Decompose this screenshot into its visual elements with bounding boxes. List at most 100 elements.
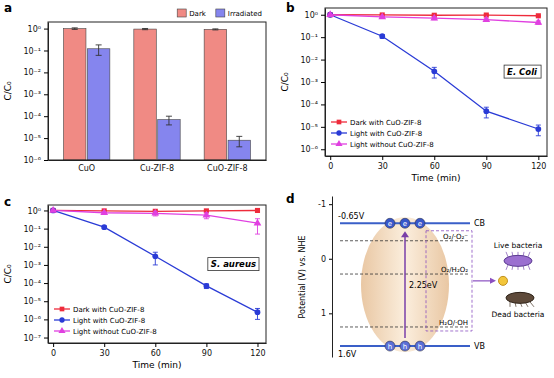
y-tick-label: 10⁻¹: [23, 225, 41, 234]
legend-item: Light with CuO-ZIF-8: [54, 317, 145, 325]
error-bar: [255, 308, 260, 319]
y-tick-label: 10⁻³: [300, 78, 318, 87]
y-tick: 10⁻⁶: [300, 145, 325, 154]
series-line: [330, 15, 538, 129]
legend-item: Light without CuO-ZIF-8: [331, 140, 434, 149]
arrow-head: [401, 231, 409, 237]
x-axis-line: [49, 343, 267, 344]
legend-label: Light without CuO-ZIF-8: [73, 328, 157, 336]
x-axis: 0306090120: [49, 343, 267, 358]
y-tick: 10⁻⁵: [23, 297, 48, 306]
x-tick-label: 60: [430, 162, 440, 171]
carrier: [385, 218, 395, 228]
cb-value: -0.65V: [338, 212, 365, 221]
y-tick-mark: [329, 259, 332, 260]
marker: [326, 10, 334, 17]
x-axis-title: Time (min): [132, 360, 182, 370]
y-tick-label: 10⁻⁵: [300, 123, 318, 132]
panel-label: c: [4, 195, 11, 209]
x-tick-label: 0: [51, 349, 56, 358]
legend-label: Light without CuO-ZIF-8: [350, 141, 434, 149]
plot-frame: [325, 8, 547, 156]
carrier: [415, 218, 425, 228]
carrier: [385, 341, 395, 351]
marker: [203, 211, 211, 218]
y-tick-label: 10⁻³: [23, 261, 41, 270]
annotation-text: S. aureus: [211, 259, 256, 269]
y-tick: 10⁻⁴: [23, 279, 48, 288]
y-tick-label: -1: [318, 200, 326, 209]
y-tick-label: 10⁰: [305, 11, 318, 20]
carrier: [400, 218, 410, 228]
error-bar: [204, 284, 209, 289]
x-tick-mark: [257, 343, 258, 347]
y-tick-mark: [44, 283, 48, 284]
x-tick: 90: [202, 343, 212, 358]
x-tick: 0: [328, 156, 333, 171]
particle: [361, 217, 449, 352]
y-tick-mark: [44, 229, 48, 230]
legend-label: Dark: [189, 10, 207, 18]
y-axis-title: C/C₀: [280, 72, 290, 92]
y-tick: 10⁻⁶: [23, 156, 48, 165]
legend: Dark with CuO-ZIF-8 Light with CuO-ZIF-8 L…: [54, 306, 157, 336]
y-tick-label: 1: [321, 309, 326, 318]
y-tick-label: 10⁰: [28, 207, 41, 216]
figure: 10⁻⁶10⁻⁵10⁻⁴10⁻³10⁻²10⁻¹10⁰CuOCu-ZIF-8Cu…: [0, 0, 554, 378]
y-axis-title: C/C₀: [3, 264, 13, 284]
legend-item: Irradiated: [216, 9, 262, 18]
y-tick-mark: [44, 29, 48, 30]
y-tick: 10⁻³: [23, 261, 48, 270]
plot-frame: [48, 22, 266, 160]
legend-item: Dark: [177, 9, 207, 18]
y-tick-label: 10⁻⁴: [300, 100, 318, 109]
y-tick-label: 10⁻⁶: [23, 156, 41, 165]
marker: [100, 208, 108, 215]
y-tick: -1: [318, 200, 332, 209]
bar: [87, 49, 109, 160]
vb-value: 1.6V: [338, 350, 357, 359]
x-tick-label: 60: [151, 349, 161, 358]
y-axis-line: [332, 197, 333, 358]
y-tick-label: 10⁻²: [23, 68, 41, 77]
y-tick-mark: [321, 15, 325, 16]
x-tick: 60: [151, 343, 161, 358]
y-tick-mark: [44, 50, 48, 51]
chart: 10⁻⁶10⁻⁵10⁻⁴10⁻³10⁻²10⁻¹10⁰CuOCu-ZIF-8Cu…: [3, 1, 267, 173]
y-tick-mark: [44, 138, 48, 139]
x-tick-label: Cu-ZIF-8: [140, 164, 174, 173]
marker: [204, 283, 210, 289]
y-axis: -101: [318, 197, 332, 358]
y-tick-label: 10⁻⁴: [23, 279, 41, 288]
x-tick: 30: [100, 343, 110, 358]
y-tick-mark: [44, 338, 48, 339]
y-axis-title: Potential (V) vs. NHE: [298, 236, 307, 319]
legend-label: Dark with CuO-ZIF-8: [350, 119, 421, 127]
attack-arrow: [473, 280, 490, 281]
x-tick-label: 90: [202, 349, 212, 358]
error-bar: [484, 107, 489, 118]
legend-item: Dark with CuO-ZIF-8: [54, 306, 144, 314]
y-tick: 10⁻³: [300, 78, 325, 87]
y-tick-mark: [321, 60, 325, 61]
carrier-label: h: [418, 343, 422, 351]
x-tick-mark: [104, 343, 105, 347]
x-tick-mark: [538, 156, 539, 160]
marker: [379, 33, 385, 39]
y-tick: 10⁻¹: [23, 225, 48, 234]
legend: Dark with CuO-ZIF-8Light with CuO-ZIF-8L…: [331, 119, 434, 149]
x-tick: CuO-ZIF-8: [207, 164, 247, 173]
y-tick-mark: [321, 127, 325, 128]
error-bar: [212, 29, 218, 30]
series-line: [53, 210, 257, 312]
x-tick: 0: [51, 343, 56, 358]
legend-label: Light with CuO-ZIF-8: [73, 317, 145, 325]
x-tick: 30: [378, 156, 388, 171]
y-axis: 10⁻⁶10⁻⁵10⁻⁴10⁻³10⁻²10⁻¹10⁰: [23, 23, 48, 166]
radical-box: [426, 231, 472, 331]
marker: [431, 68, 437, 74]
error-bar: [166, 116, 172, 125]
y-tick: 10⁻⁶: [23, 315, 48, 324]
dead-bacterium: [506, 292, 534, 307]
x-axis-line: [49, 160, 267, 161]
